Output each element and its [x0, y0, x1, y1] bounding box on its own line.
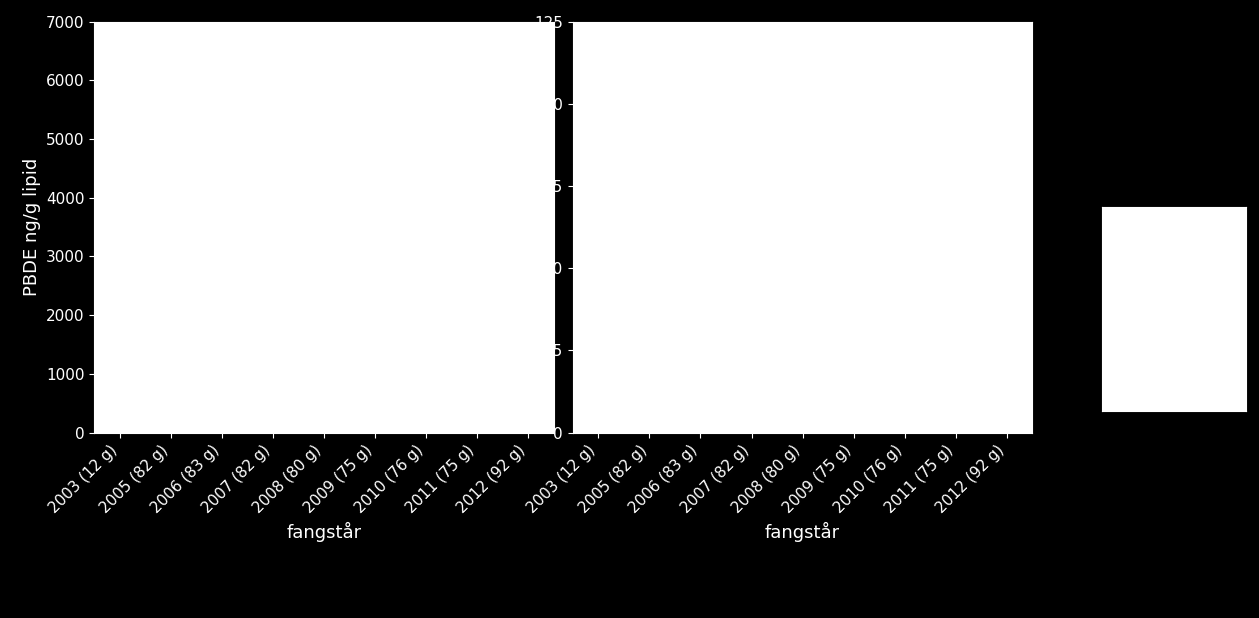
- Y-axis label: PBDE, ng/g våtvekt: PBDE, ng/g våtvekt: [509, 140, 529, 314]
- X-axis label: fangstår: fangstår: [765, 522, 840, 541]
- Y-axis label: PBDE ng/g lipid: PBDE ng/g lipid: [23, 158, 40, 296]
- X-axis label: fangstår: fangstår: [287, 522, 361, 541]
